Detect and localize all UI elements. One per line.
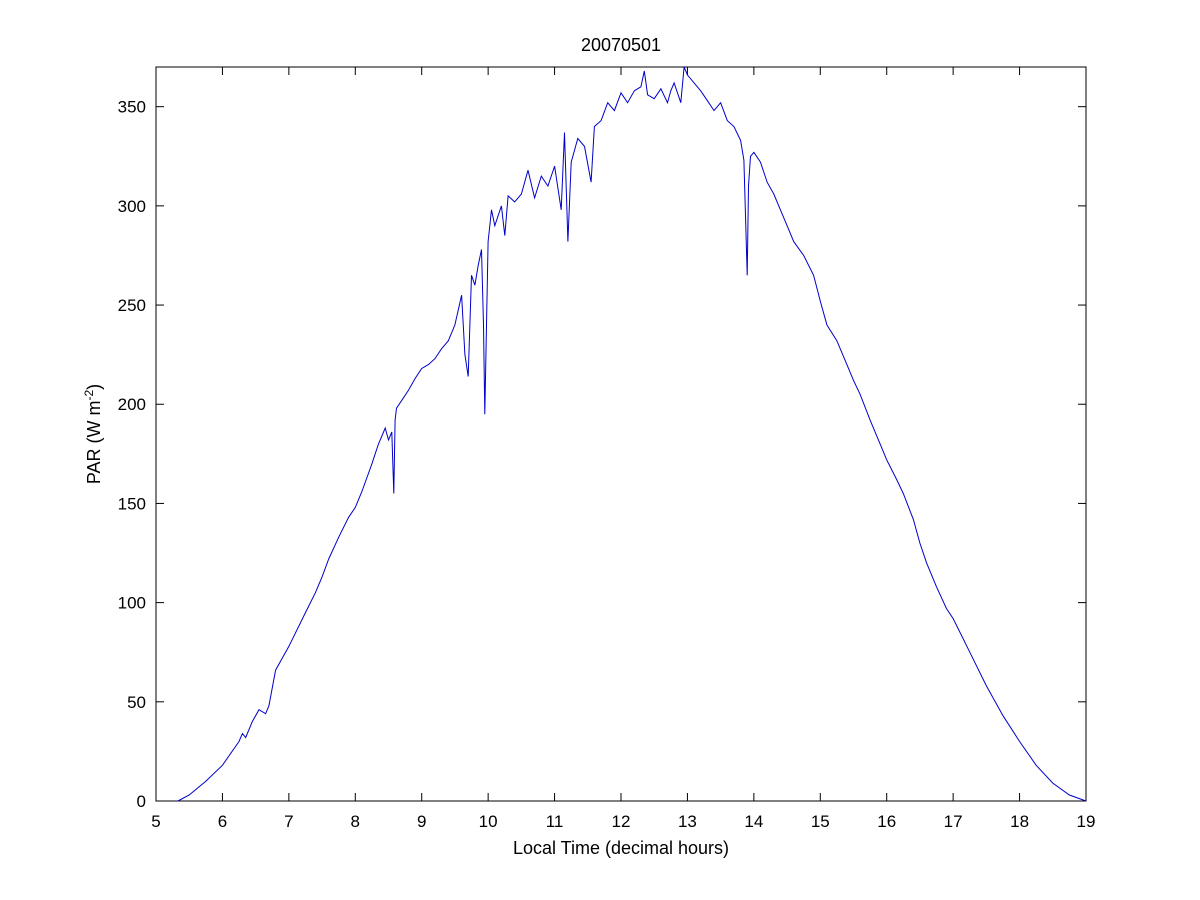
y-tick-label: 150 xyxy=(118,494,146,513)
x-axis-label: Local Time (decimal hours) xyxy=(513,838,729,858)
axis-ticks xyxy=(155,67,1087,802)
x-tick-label: 18 xyxy=(1010,812,1029,831)
x-tick-label: 8 xyxy=(351,812,360,831)
x-tick-label: 10 xyxy=(479,812,498,831)
y-tick-label: 100 xyxy=(118,594,146,613)
tick-labels: 5 6 7 8 9 10 11 12 13 14 15 16 17 18 19 0 50 100 150 200 250… xyxy=(118,98,1096,831)
y-axis-label-text: PAR (W m xyxy=(84,401,104,485)
x-tick-label: 17 xyxy=(944,812,963,831)
x-tick-label: 9 xyxy=(417,812,426,831)
y-axis-label: PAR (W m-2) xyxy=(82,384,104,484)
y-axis-label-superscript: -2 xyxy=(82,390,96,401)
y-tick-label: 0 xyxy=(137,792,146,811)
x-tick-label: 13 xyxy=(678,812,697,831)
x-tick-label: 15 xyxy=(811,812,830,831)
x-tick-label: 11 xyxy=(546,812,564,831)
y-tick-label: 250 xyxy=(118,296,146,315)
x-tick-label: 6 xyxy=(218,812,227,831)
chart-title: 20070501 xyxy=(581,35,661,55)
axes-box xyxy=(155,66,1087,802)
par-series-line xyxy=(177,66,1087,802)
x-tick-label: 12 xyxy=(612,812,631,831)
x-tick-label: 14 xyxy=(744,812,763,831)
y-tick-label: 300 xyxy=(118,197,146,216)
x-tick-label: 7 xyxy=(284,812,293,831)
x-tick-label: 16 xyxy=(877,812,896,831)
x-tick-label: 19 xyxy=(1077,812,1096,831)
x-tick-label: 5 xyxy=(151,812,160,831)
y-tick-label: 350 xyxy=(118,98,146,117)
y-tick-label: 50 xyxy=(127,693,146,712)
y-tick-label: 200 xyxy=(118,395,146,414)
y-axis-label-suffix: ) xyxy=(84,384,104,390)
